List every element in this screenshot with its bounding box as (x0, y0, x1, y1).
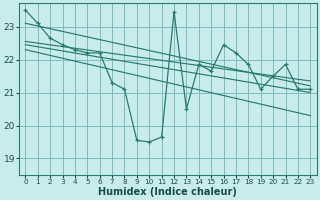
X-axis label: Humidex (Indice chaleur): Humidex (Indice chaleur) (98, 187, 237, 197)
